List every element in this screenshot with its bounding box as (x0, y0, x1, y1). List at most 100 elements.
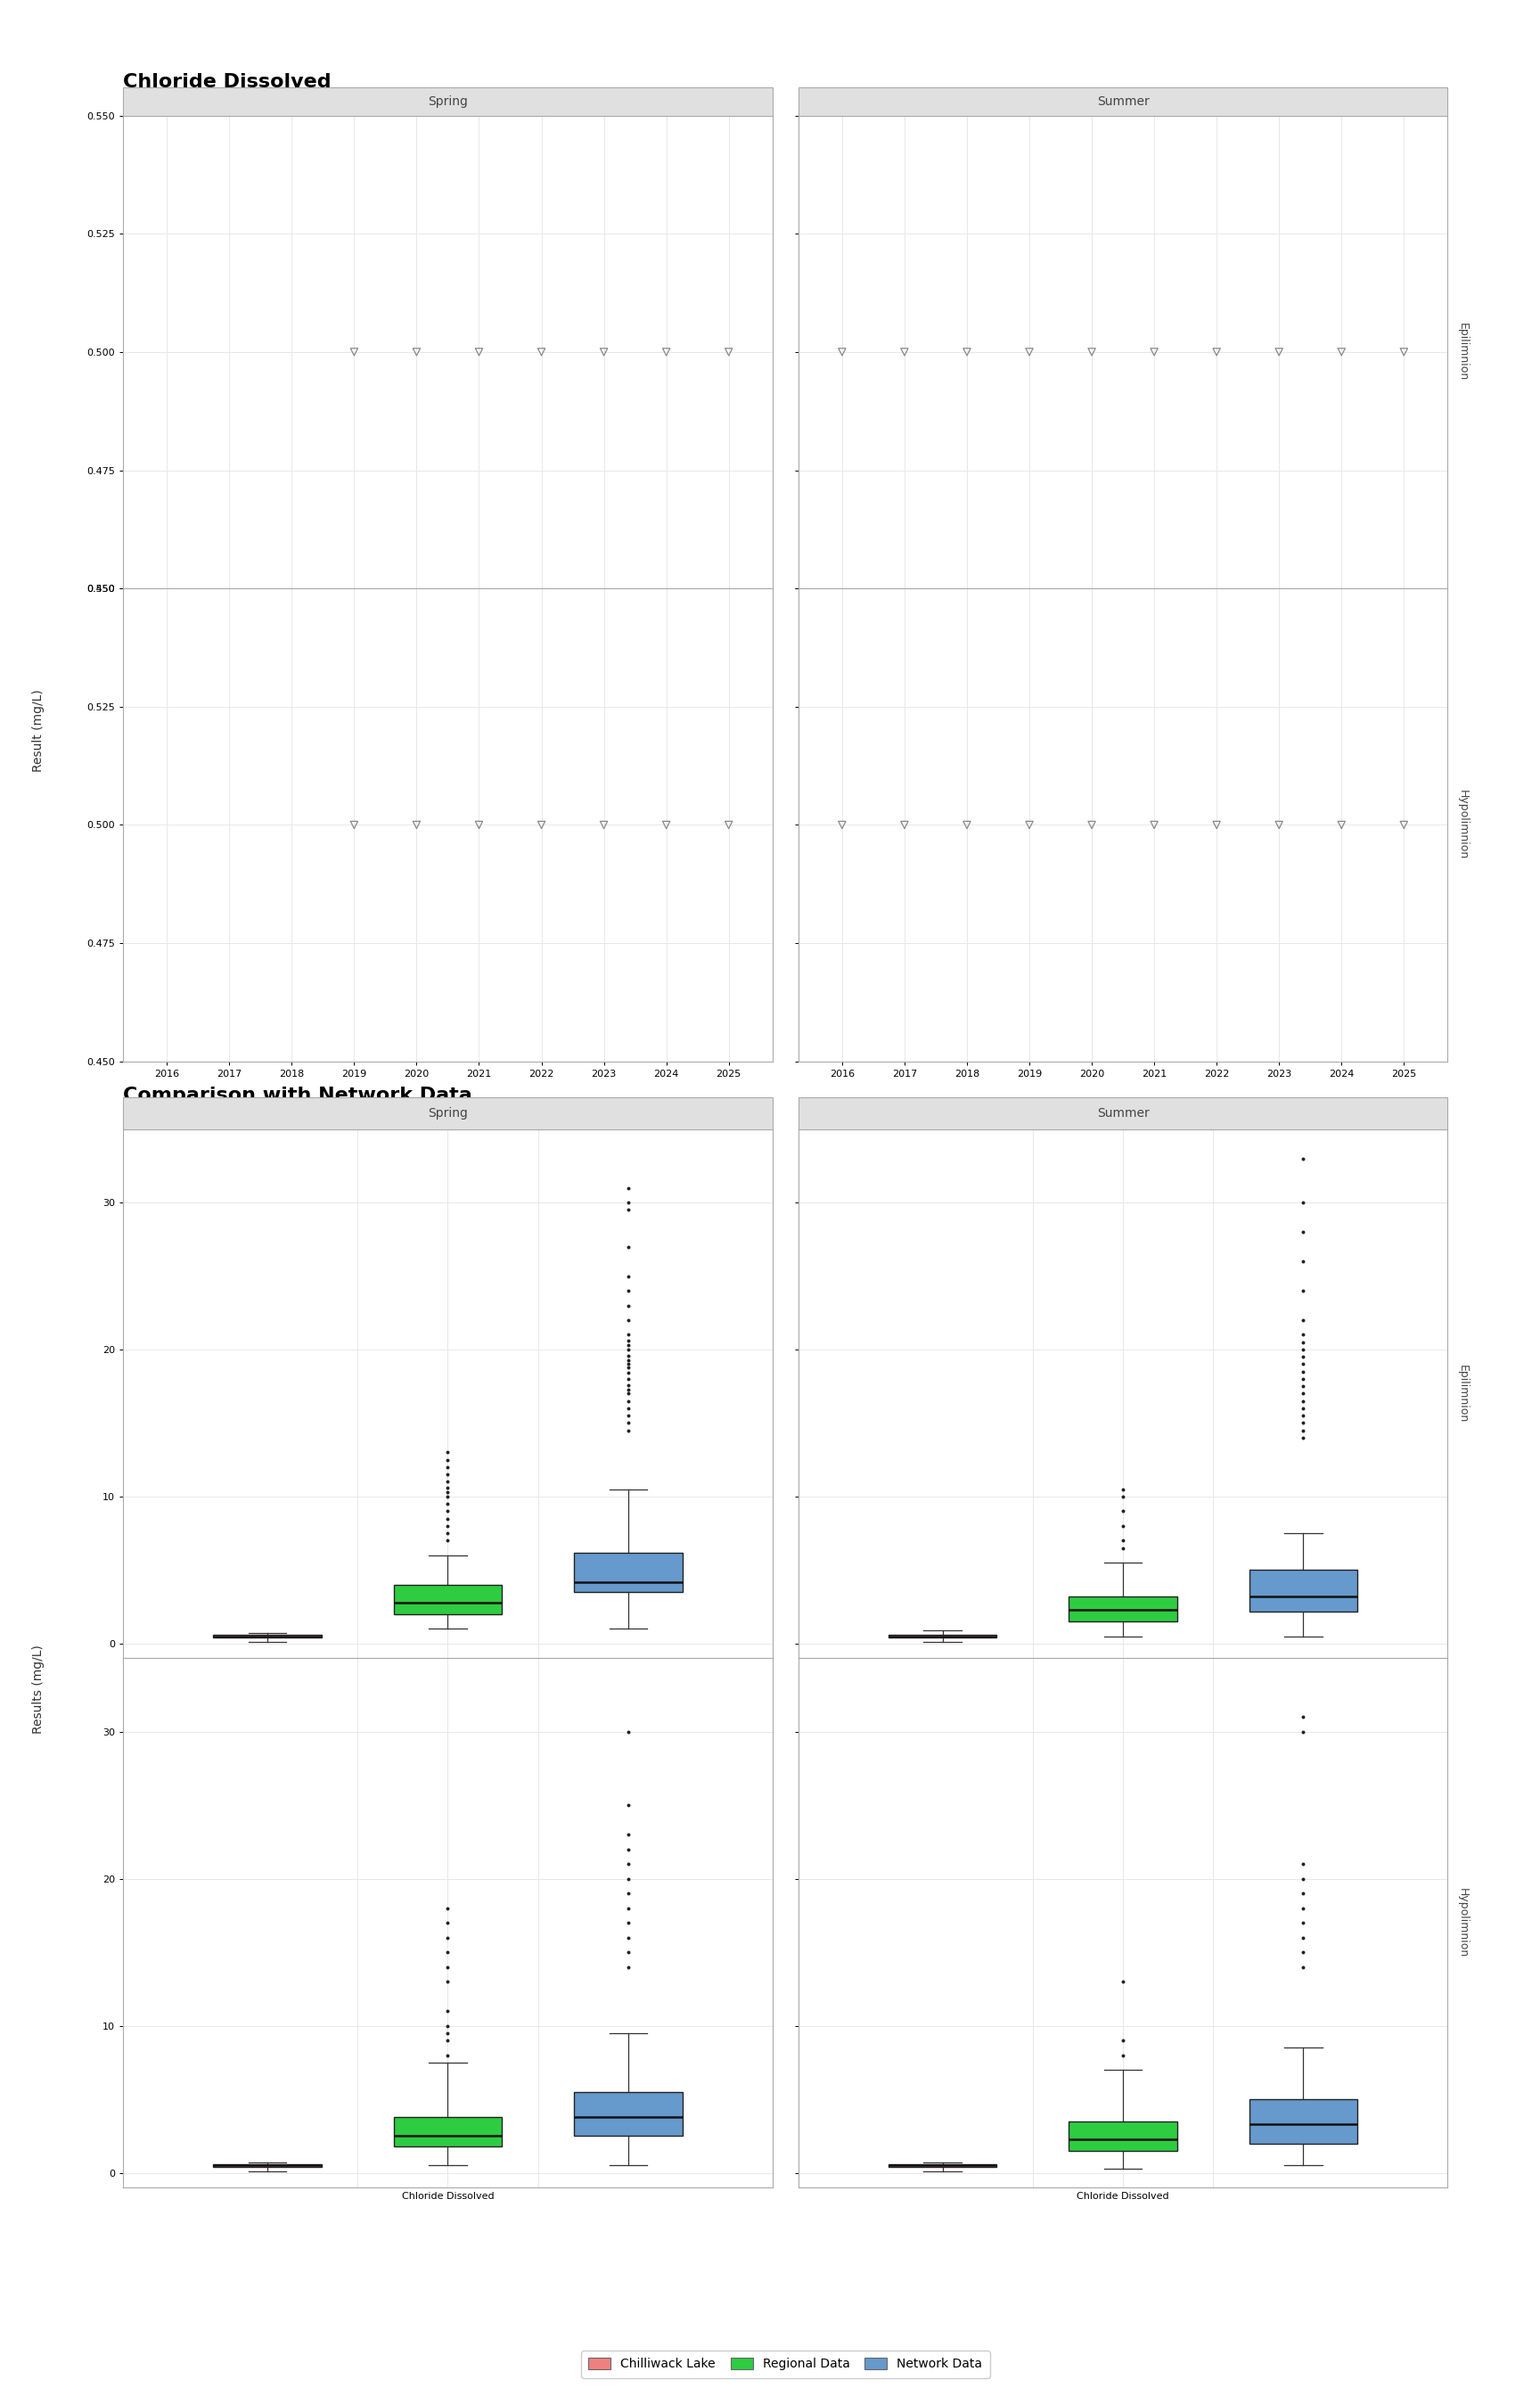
Point (1291, 1184, 1315, 1222)
Point (955, 805, 979, 843)
Point (1110, 2037, 1135, 2075)
Point (616, 1272, 641, 1311)
Point (1291, 1397, 1315, 1435)
Point (436, 1919, 460, 1958)
Point (1291, 1845, 1315, 1883)
Text: Results (mg/L): Results (mg/L) (32, 1644, 45, 1735)
Point (616, 1397, 641, 1435)
Point (616, 1315, 641, 1354)
Point (1016, 805, 1041, 843)
Point (436, 1433, 460, 1471)
Bar (394, 1584, 502, 1615)
Point (1291, 1418, 1315, 1457)
Point (467, 333, 491, 371)
Point (616, 1287, 641, 1325)
Point (1291, 1344, 1315, 1382)
Text: Chloride Dissolved: Chloride Dissolved (123, 72, 331, 91)
Text: Summer: Summer (1096, 96, 1149, 108)
Point (1141, 805, 1166, 843)
Point (1110, 1478, 1135, 1517)
Point (1291, 1351, 1315, 1390)
Point (616, 1390, 641, 1428)
Point (616, 1330, 641, 1368)
Point (1291, 1315, 1315, 1354)
Point (1291, 1323, 1315, 1361)
Point (1291, 1859, 1315, 1898)
Point (1291, 1375, 1315, 1414)
Point (1291, 1874, 1315, 1912)
Point (1291, 1368, 1315, 1406)
Point (436, 1514, 460, 1553)
Point (436, 1493, 460, 1531)
Text: Spring: Spring (428, 96, 468, 108)
Point (1110, 1962, 1135, 2001)
Point (654, 805, 679, 843)
Point (436, 2015, 460, 2053)
Point (436, 1934, 460, 1972)
Point (616, 1366, 641, 1404)
Point (1110, 1471, 1135, 1509)
Point (616, 1785, 641, 1823)
Point (342, 805, 367, 843)
Point (1110, 1493, 1135, 1531)
FancyBboxPatch shape (798, 86, 1448, 115)
Point (1291, 1390, 1315, 1428)
Point (616, 1816, 641, 1855)
Point (1141, 333, 1166, 371)
Point (405, 333, 430, 371)
Point (1291, 1330, 1315, 1368)
Point (1204, 333, 1229, 371)
Point (654, 333, 679, 371)
Point (616, 1888, 641, 1926)
Point (1267, 805, 1292, 843)
Point (616, 1337, 641, 1375)
Point (1291, 1382, 1315, 1421)
Bar (1249, 2099, 1357, 2144)
Text: Epilimnion: Epilimnion (1457, 1366, 1469, 1423)
Point (892, 333, 916, 371)
Point (1291, 1411, 1315, 1450)
Bar (1249, 1569, 1357, 1610)
Bar (889, 1634, 996, 1639)
Text: Hypolimnion: Hypolimnion (1457, 791, 1469, 860)
Point (616, 1934, 641, 1972)
Bar (1069, 2120, 1177, 2152)
Point (436, 1962, 460, 2001)
Point (616, 1169, 641, 1208)
Point (1291, 1241, 1315, 1279)
Point (1291, 1404, 1315, 1442)
Text: Result (mg/L): Result (mg/L) (32, 690, 45, 772)
Point (1080, 333, 1104, 371)
Bar (1069, 1596, 1177, 1622)
Point (436, 1507, 460, 1545)
Point (892, 805, 916, 843)
Point (1080, 805, 1104, 843)
Bar (214, 2164, 322, 2166)
Point (616, 1375, 641, 1414)
Point (616, 1831, 641, 1869)
Point (436, 1500, 460, 1538)
Point (436, 1462, 460, 1500)
Point (436, 1440, 460, 1478)
Point (1291, 1948, 1315, 1986)
Point (1291, 1934, 1315, 1972)
Point (436, 1486, 460, 1524)
Point (616, 1845, 641, 1883)
Point (716, 333, 741, 371)
Point (1291, 1699, 1315, 1737)
Point (616, 1411, 641, 1450)
Point (616, 1342, 641, 1380)
Point (616, 1191, 641, 1229)
Point (436, 1454, 460, 1493)
Bar (889, 2164, 996, 2166)
Point (1110, 1521, 1135, 1560)
Point (1291, 1212, 1315, 1251)
Point (436, 1521, 460, 1560)
Point (616, 1919, 641, 1958)
Point (1110, 2022, 1135, 2061)
Point (1291, 1905, 1315, 1943)
Point (616, 1258, 641, 1296)
Bar (394, 2118, 502, 2147)
Point (616, 1859, 641, 1898)
Bar (574, 1553, 682, 1591)
